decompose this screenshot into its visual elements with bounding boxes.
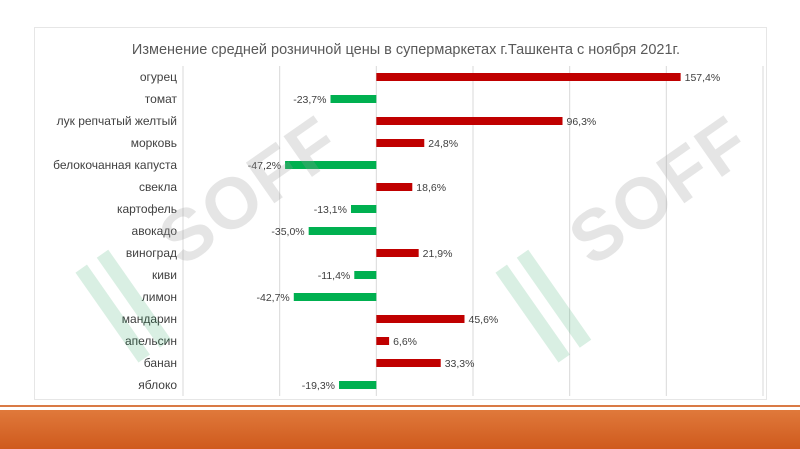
value-label: -11,4% [318,270,351,282]
bar [354,271,377,279]
price-change-chart: Изменение средней розничной цены в супер… [53,42,764,396]
category-labels: огурец томат лук репчатый желтый морковь бел… [53,70,177,392]
category-label: киви [152,268,177,282]
chart-title: Изменение средней розничной цены в супер… [132,42,680,58]
bar [376,359,441,367]
bar [376,73,681,81]
value-label: 45,6% [468,314,498,326]
category-label: свекла [139,180,177,194]
category-label: авокадо [132,224,178,238]
value-labels: 157,4%-23,7%96,3%24,8%-47,2%18,6%-13,1%-… [248,72,720,392]
bar [285,161,377,169]
category-label: картофель [117,202,177,216]
category-label: яблоко [138,378,177,392]
category-label: огурец [140,70,177,84]
bar [330,95,377,103]
category-label: мандарин [122,312,177,326]
value-label: 96,3% [567,116,597,128]
category-label: белокочанная капуста [53,158,177,172]
footer-divider [0,405,800,407]
bar [376,183,413,191]
chart-frame: Изменение средней розничной цены в супер… [34,27,767,400]
category-label: лимон [142,290,177,304]
value-label: -47,2% [248,160,281,172]
category-label: банан [144,356,177,370]
bar [376,139,425,147]
value-label: 6,6% [393,336,417,348]
category-label: морковь [131,136,177,150]
category-label: лук репчатый желтый [57,114,177,128]
bar [376,337,390,345]
bar [308,227,377,235]
bar [376,249,419,257]
value-label: 21,9% [423,248,453,260]
value-label: 24,8% [428,138,458,150]
bar [351,205,377,213]
footer-band [0,410,800,449]
bar [376,117,563,125]
bar [376,315,465,323]
value-label: 18,6% [416,182,446,194]
value-label: 33,3% [445,358,475,370]
gridlines [182,66,764,396]
value-label: -42,7% [256,292,289,304]
category-label: томат [145,92,178,106]
bar [293,293,377,301]
bars [285,73,681,389]
category-label: апельсин [125,334,177,348]
bar [339,381,377,389]
category-label: виноград [126,246,177,260]
value-label: -13,1% [314,204,347,216]
value-label: -35,0% [271,226,304,238]
value-label: -19,3% [302,380,335,392]
value-label: 157,4% [685,72,721,84]
value-label: -23,7% [293,94,326,106]
